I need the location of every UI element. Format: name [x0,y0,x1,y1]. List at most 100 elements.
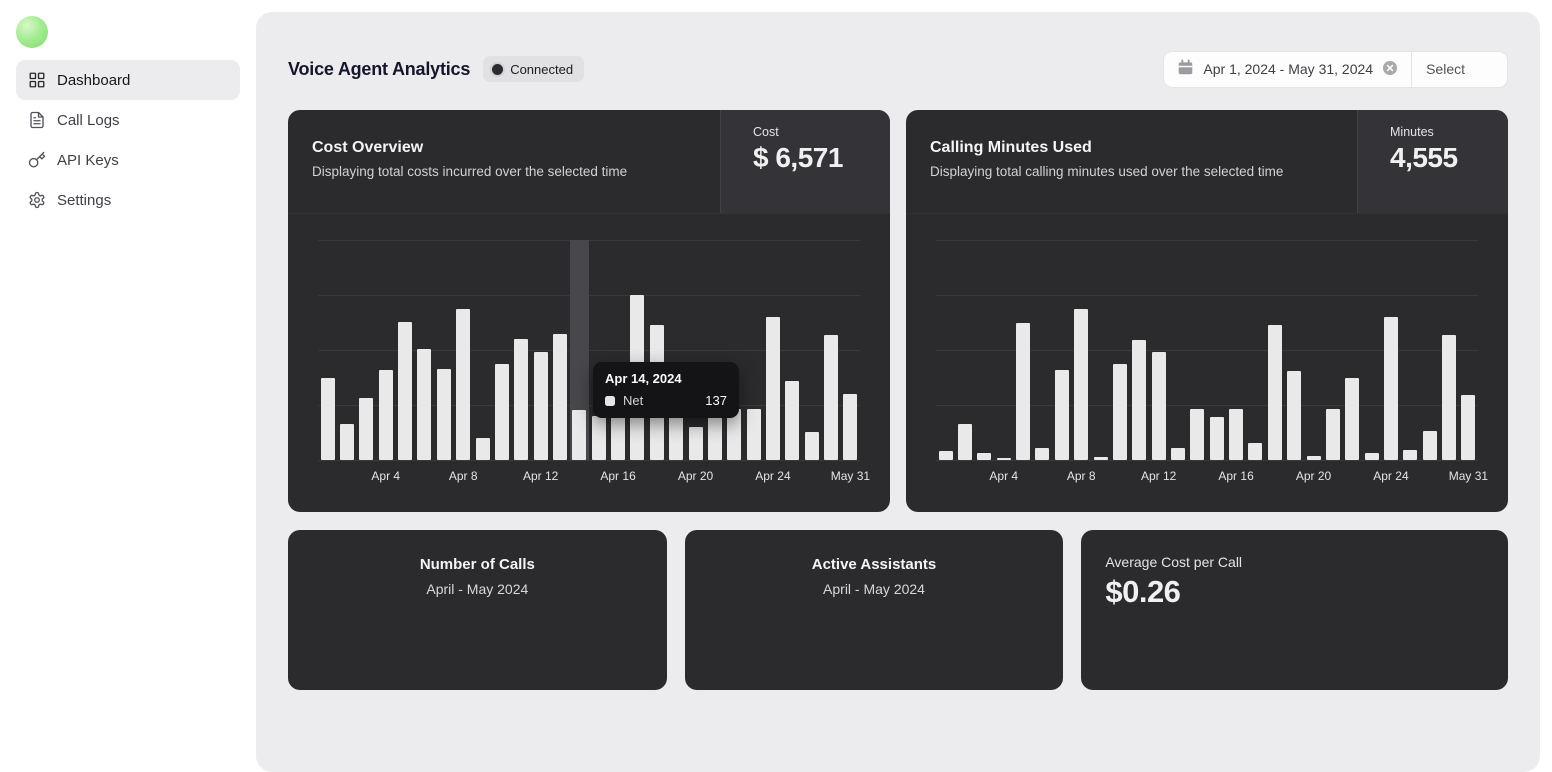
bar-slot-apr-16[interactable]: Apr 16 [1218,240,1254,483]
bar[interactable] [1093,457,1108,460]
sidebar-item-call-logs[interactable]: Call Logs [16,100,240,140]
bar-slot-apr-6[interactable] [415,240,434,460]
bar-slot-apr-18[interactable] [1265,240,1284,460]
bar-slot-apr-3[interactable] [975,240,994,460]
sidebar-item-api-keys[interactable]: API Keys [16,140,240,180]
bar[interactable] [611,409,626,460]
bar[interactable] [1054,369,1069,460]
bar-slot-apr-14[interactable] [569,240,590,460]
bar[interactable] [1132,339,1147,460]
avatar[interactable] [16,16,48,48]
bar[interactable] [669,409,684,460]
bar[interactable] [765,317,780,460]
bar[interactable] [1151,352,1166,460]
bar[interactable] [572,409,587,460]
bar-slot-apr-22[interactable] [725,240,744,460]
bar[interactable] [1016,322,1031,460]
bar[interactable] [1306,455,1321,460]
bar-slot-apr-26[interactable] [802,240,821,460]
bar[interactable] [1461,394,1476,460]
bar-slot-apr-9[interactable] [1091,240,1110,460]
bar-slot-apr-27[interactable] [1439,240,1458,460]
bar[interactable] [456,308,471,460]
bar[interactable] [340,424,355,460]
bar[interactable] [1248,443,1263,460]
bar[interactable] [1170,447,1185,460]
bar[interactable] [1364,453,1379,460]
bar-slot-apr-18[interactable] [647,240,666,460]
bar[interactable] [727,409,742,460]
bar[interactable] [436,369,451,460]
bar-slot-apr-23[interactable] [744,240,763,460]
bar-slot-apr-17[interactable] [1246,240,1265,460]
bar-slot-apr-2[interactable] [337,240,356,460]
bar[interactable] [514,339,529,460]
bar-slot-apr-27[interactable] [821,240,840,460]
bar-slot-apr-8[interactable]: Apr 8 [1067,240,1096,483]
bar[interactable] [843,394,858,460]
bar[interactable] [938,450,953,460]
bar-slot-apr-1[interactable] [936,240,955,460]
bar[interactable] [1267,325,1282,460]
bar-slot-apr-8[interactable]: Apr 8 [449,240,478,483]
bar-slot-apr-4[interactable]: Apr 4 [989,240,1018,483]
bar-slot-apr-2[interactable] [955,240,974,460]
bar[interactable] [1403,450,1418,460]
bar-slot-apr-3[interactable] [357,240,376,460]
bar-slot-apr-17[interactable] [628,240,647,460]
bar[interactable] [1383,317,1398,460]
bar-slot-apr-16[interactable]: Apr 16 [600,240,636,483]
bar-slot-apr-15[interactable] [589,240,608,460]
bar[interactable] [1209,416,1224,460]
bar[interactable] [1442,334,1457,460]
bar-slot-apr-25[interactable] [1401,240,1420,460]
bar[interactable] [359,398,374,460]
bar-slot-apr-5[interactable] [1013,240,1032,460]
date-range-button[interactable]: Apr 1, 2024 - May 31, 2024 [1164,52,1411,87]
bar-slot-apr-15[interactable] [1207,240,1226,460]
bar[interactable] [320,377,335,460]
bar-slot-apr-12[interactable]: Apr 12 [1141,240,1176,483]
bar-slot-apr-19[interactable] [666,240,685,460]
bar-slot-apr-1[interactable] [318,240,337,460]
bar-slot-apr-5[interactable] [395,240,414,460]
bar[interactable] [378,370,393,460]
bar-slot-apr-24[interactable]: Apr 24 [1373,240,1409,483]
bar[interactable] [785,380,800,460]
bar-slot-apr-25[interactable] [783,240,802,460]
bar-slot-apr-7[interactable] [434,240,453,460]
bar-slot-apr-21[interactable] [705,240,724,460]
bar[interactable] [1035,447,1050,460]
bar-slot-apr-12[interactable]: Apr 12 [523,240,558,483]
bar[interactable] [1345,377,1360,460]
bar-slot-apr-11[interactable] [512,240,531,460]
bar[interactable] [1190,409,1205,460]
bar[interactable] [996,458,1011,460]
bar-slot-apr-24[interactable]: Apr 24 [755,240,791,483]
bar[interactable] [494,363,509,460]
bar[interactable] [1287,370,1302,460]
sidebar-item-settings[interactable]: Settings [16,180,240,220]
bar-slot-apr-13[interactable] [550,240,569,460]
bar-slot-apr-22[interactable] [1343,240,1362,460]
bar[interactable] [804,431,819,460]
bar-slot-apr-13[interactable] [1168,240,1187,460]
bar-slot-apr-10[interactable] [492,240,511,460]
bar[interactable] [1422,431,1437,460]
bar-slot-apr-10[interactable] [1110,240,1129,460]
bar-slot-apr-9[interactable] [473,240,492,460]
bar-slot-apr-11[interactable] [1130,240,1149,460]
bar-slot-apr-23[interactable] [1362,240,1381,460]
clear-date-icon[interactable] [1382,60,1398,79]
bar[interactable] [977,452,992,460]
select-dropdown[interactable]: Select [1426,61,1465,77]
bar-slot-apr-4[interactable]: Apr 4 [371,240,400,483]
bar-slot-apr-19[interactable] [1284,240,1303,460]
bar[interactable] [1074,308,1089,460]
bar-slot-may-31[interactable]: May 31 [1449,240,1488,483]
bar[interactable] [552,333,567,460]
bar[interactable] [824,334,839,460]
bar[interactable] [398,322,413,460]
bar[interactable] [475,438,490,460]
bar-slot-apr-21[interactable] [1323,240,1342,460]
